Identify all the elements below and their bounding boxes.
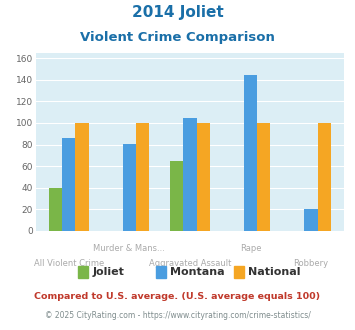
Bar	[49, 188, 62, 231]
Bar	[318, 123, 331, 231]
Bar	[76, 123, 89, 231]
Text: Murder & Mans...: Murder & Mans...	[93, 244, 165, 253]
Text: 2014 Joliet: 2014 Joliet	[132, 5, 223, 20]
Text: Rape: Rape	[240, 244, 261, 253]
Text: Compared to U.S. average. (U.S. average equals 100): Compared to U.S. average. (U.S. average …	[34, 292, 321, 301]
Text: Violent Crime Comparison: Violent Crime Comparison	[80, 31, 275, 44]
Text: © 2025 CityRating.com - https://www.cityrating.com/crime-statistics/: © 2025 CityRating.com - https://www.city…	[45, 311, 310, 320]
Text: Robbery: Robbery	[294, 259, 329, 268]
Bar	[170, 161, 183, 231]
Text: National: National	[248, 267, 301, 277]
Bar	[244, 76, 257, 231]
Bar	[136, 123, 149, 231]
Text: Joliet: Joliet	[92, 267, 124, 277]
Bar	[304, 210, 318, 231]
Text: All Violent Crime: All Violent Crime	[34, 259, 104, 268]
Bar	[183, 117, 197, 231]
Bar	[257, 123, 271, 231]
Text: Montana: Montana	[170, 267, 225, 277]
Bar	[62, 138, 76, 231]
Bar	[123, 144, 136, 231]
Text: Aggravated Assault: Aggravated Assault	[149, 259, 231, 268]
Bar	[197, 123, 210, 231]
